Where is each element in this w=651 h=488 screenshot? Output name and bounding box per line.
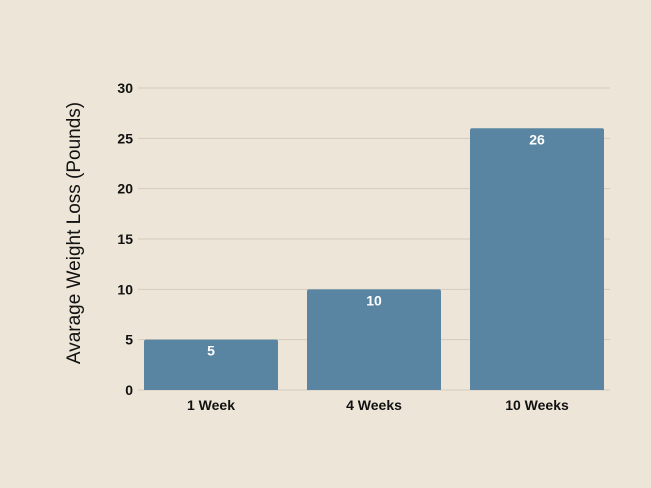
y-axis-title: Avarage Weight Loss (Pounds) xyxy=(64,102,85,364)
x-category-label: 4 Weeks xyxy=(346,397,402,413)
y-tick-label-30: 30 xyxy=(117,80,133,96)
y-tick-label-0: 0 xyxy=(125,382,133,398)
y-tick-label-15: 15 xyxy=(117,231,133,247)
data-label: 5 xyxy=(207,343,215,359)
y-axis-ticks: 0 5 10 15 20 25 30 xyxy=(117,80,133,398)
bars xyxy=(144,128,604,390)
data-label: 10 xyxy=(366,292,382,308)
y-tick-label-25: 25 xyxy=(117,130,133,146)
x-category-label: 10 Weeks xyxy=(505,397,569,413)
bar-4-weeks xyxy=(307,289,441,390)
data-labels: 5 10 26 xyxy=(207,131,545,358)
x-category-label: 1 Week xyxy=(187,397,235,413)
y-tick-label-20: 20 xyxy=(117,181,133,197)
data-label: 26 xyxy=(529,131,545,147)
y-tick-label-10: 10 xyxy=(117,281,133,297)
bar-10-weeks xyxy=(470,128,604,390)
y-tick-label-5: 5 xyxy=(125,332,133,348)
x-axis-categories: 1 Week 4 Weeks 10 Weeks xyxy=(187,397,569,413)
bar-1-week xyxy=(144,339,278,390)
